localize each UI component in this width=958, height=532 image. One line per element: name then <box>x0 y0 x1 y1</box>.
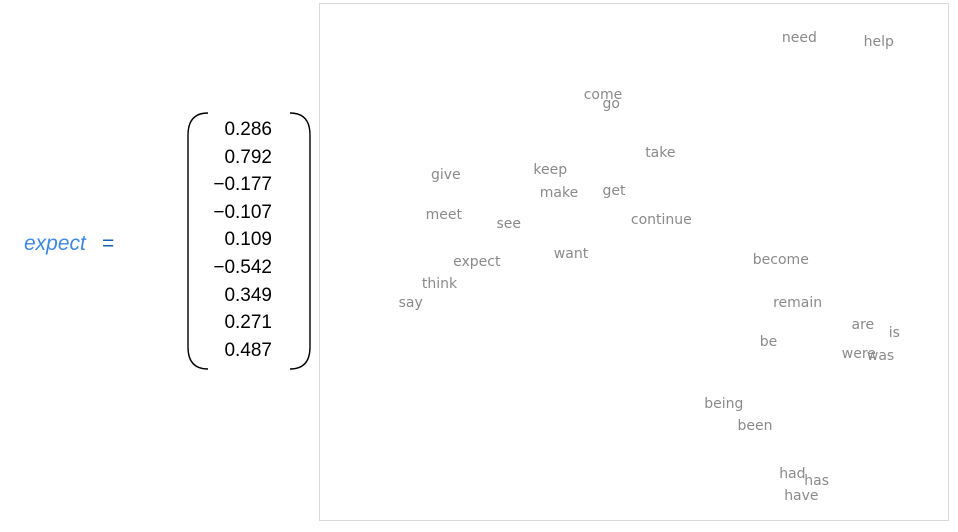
vector-value: 0.792 <box>224 146 272 168</box>
word-point: say <box>398 294 423 311</box>
vector-value: −0.542 <box>213 257 272 278</box>
word-point: give <box>431 166 461 183</box>
word-point: have <box>784 487 819 504</box>
word-point: become <box>752 252 809 269</box>
word-point: need <box>781 30 817 47</box>
vector-value: 0.271 <box>224 312 272 334</box>
word-label: expect <box>24 232 86 255</box>
matrix-brackets <box>187 112 311 370</box>
word-point: were <box>841 346 876 363</box>
word-point: is <box>888 324 900 341</box>
word-point: was <box>866 348 895 365</box>
embedding-scatter-plot: need help come go take give keep make get meet see… <box>319 3 949 521</box>
vector-value: 0.286 <box>224 119 272 140</box>
word-point: being <box>704 395 744 412</box>
vector-value: −0.177 <box>213 174 272 196</box>
word-point: remain <box>773 294 823 311</box>
word-point: help <box>863 34 894 51</box>
vector-value: 0.487 <box>224 339 272 361</box>
word-point: think <box>421 276 458 293</box>
embedding-vector: 0.286 0.792 −0.177 −0.107 0.109 −0.542 0.349 0.… <box>186 111 312 371</box>
word-point: get <box>602 183 626 200</box>
vector-value: 0.349 <box>224 284 272 306</box>
vector-value: −0.107 <box>213 201 272 223</box>
word-point: had <box>779 465 806 482</box>
word-point: go <box>602 95 620 112</box>
word-point: want <box>553 246 589 263</box>
vector-value: 0.109 <box>224 229 272 251</box>
word-point: expect <box>453 254 501 271</box>
word-point: be <box>759 334 778 351</box>
word-point: see <box>496 216 522 233</box>
word-point: keep <box>533 161 568 178</box>
word-point: make <box>539 185 579 202</box>
word-point: take <box>645 144 676 161</box>
word-point: continue <box>630 211 692 228</box>
word-point: are <box>851 317 875 334</box>
word-point: has <box>804 472 830 489</box>
word-point: come <box>583 87 623 104</box>
word-point: meet <box>425 207 462 224</box>
equals-sign: = <box>102 232 115 255</box>
word-point: been <box>737 417 773 434</box>
